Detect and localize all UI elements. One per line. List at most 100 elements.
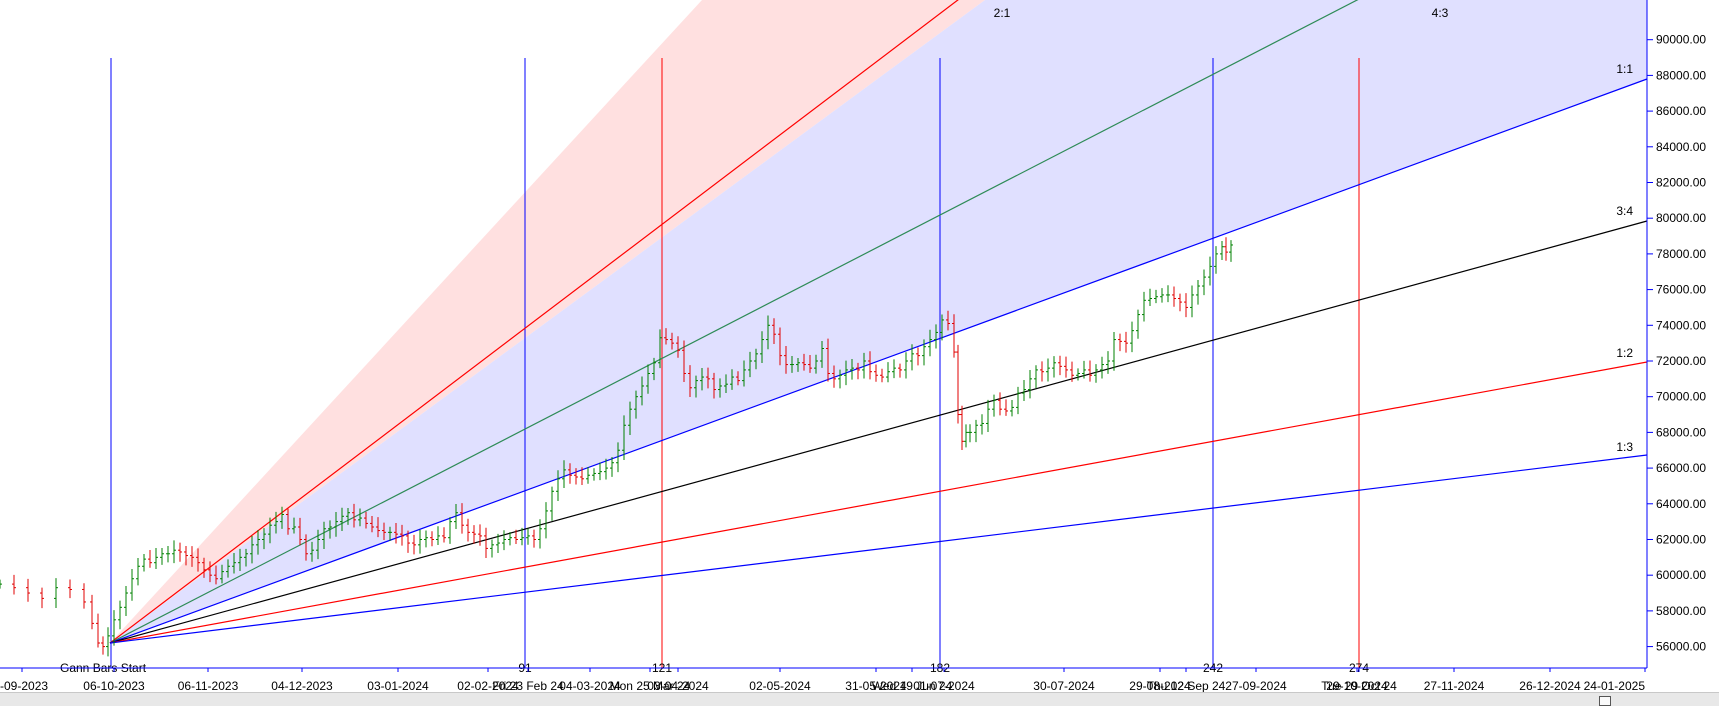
y-tick-label: 80000.00 bbox=[1656, 211, 1706, 225]
price-bar bbox=[1022, 379, 1026, 401]
fan-label: 3:4 bbox=[1616, 204, 1633, 218]
price-bar bbox=[184, 545, 188, 566]
price-bar bbox=[730, 369, 734, 390]
fan-line bbox=[109, 361, 1648, 644]
price-bar bbox=[244, 548, 248, 567]
price-bar bbox=[922, 339, 926, 366]
price-bar bbox=[1196, 280, 1200, 305]
price-bar bbox=[1028, 369, 1032, 399]
price-bar bbox=[304, 534, 308, 561]
price-bar bbox=[1088, 360, 1092, 382]
price-bar bbox=[1136, 309, 1140, 339]
price-bar bbox=[286, 508, 290, 535]
price-bar bbox=[974, 419, 978, 443]
y-tick-label: 56000.00 bbox=[1656, 640, 1706, 654]
price-bar bbox=[106, 627, 110, 657]
price-bar bbox=[946, 310, 950, 331]
price-bar bbox=[544, 502, 548, 539]
x-tick-label: 04-03-2024 bbox=[559, 679, 621, 693]
price-bar bbox=[370, 515, 374, 533]
price-bar bbox=[232, 552, 236, 574]
price-bar bbox=[310, 541, 314, 562]
x-tick-label: Fri 23 Feb 24 bbox=[492, 679, 564, 693]
fan-fill-middle bbox=[110, 0, 1647, 643]
price-bar bbox=[142, 553, 146, 572]
fan-line bbox=[109, 0, 1359, 644]
y-tick-label: 66000.00 bbox=[1656, 461, 1706, 475]
x-tick-label: 31-05-2024 bbox=[845, 679, 907, 693]
price-bar bbox=[220, 564, 224, 584]
price-bar bbox=[514, 529, 518, 545]
price-bar bbox=[1229, 240, 1233, 262]
price-bar bbox=[436, 526, 440, 545]
x-tick-label: Tue 29 Oct 24 bbox=[1321, 679, 1397, 693]
price-bar bbox=[940, 314, 944, 341]
price-bar bbox=[364, 511, 368, 529]
price-bar bbox=[1148, 288, 1152, 306]
x-tick-label: 27-11-2024 bbox=[1424, 679, 1485, 693]
price-bar bbox=[202, 557, 206, 578]
y-tick-label: 86000.00 bbox=[1656, 104, 1706, 118]
price-bar bbox=[101, 636, 105, 655]
y-tick-label: 62000.00 bbox=[1656, 532, 1706, 546]
fan-line bbox=[109, 454, 1648, 644]
price-bar bbox=[814, 354, 818, 374]
price-bar bbox=[1070, 361, 1074, 382]
price-bar bbox=[1100, 356, 1104, 379]
price-bar bbox=[880, 368, 884, 383]
price-bar bbox=[388, 526, 392, 542]
price-bar bbox=[154, 547, 158, 570]
horizontal-scrollbar[interactable] bbox=[0, 692, 1719, 706]
price-bar bbox=[754, 348, 758, 370]
x-tick-label: 03-01-2024 bbox=[367, 679, 429, 693]
price-bar bbox=[68, 579, 72, 599]
price-bar bbox=[190, 546, 194, 567]
y-tick-label: 72000.00 bbox=[1656, 354, 1706, 368]
price-bar bbox=[980, 414, 984, 435]
price-bar bbox=[658, 329, 662, 369]
price-bar bbox=[1124, 331, 1128, 353]
price-bar bbox=[802, 353, 806, 371]
price-bar bbox=[172, 540, 176, 564]
price-bar bbox=[268, 517, 272, 544]
price-bar bbox=[214, 565, 218, 585]
price-bar bbox=[532, 529, 536, 548]
x-tick-label: 04-12-2023 bbox=[271, 679, 333, 693]
price-bar bbox=[992, 394, 996, 417]
price-bar bbox=[1142, 291, 1146, 322]
fan-line bbox=[109, 220, 1648, 644]
price-bar bbox=[394, 523, 398, 544]
price-bar bbox=[160, 547, 164, 565]
price-bar bbox=[96, 613, 100, 648]
fan-label: 1:3 bbox=[1616, 440, 1633, 454]
price-bar bbox=[1172, 286, 1176, 307]
fan-label: 1:2 bbox=[1616, 346, 1633, 360]
price-bar bbox=[838, 369, 842, 389]
price-bar bbox=[1166, 285, 1170, 303]
price-bar bbox=[1184, 293, 1188, 318]
price-bar bbox=[778, 327, 782, 366]
price-bar bbox=[960, 405, 964, 450]
price-bar bbox=[904, 352, 908, 379]
price-bar bbox=[508, 532, 512, 546]
price-bar bbox=[634, 390, 638, 419]
price-bar bbox=[472, 525, 476, 544]
price-bar bbox=[898, 363, 902, 378]
price-bar bbox=[148, 550, 152, 568]
price-bar bbox=[406, 530, 410, 553]
price-bar bbox=[328, 520, 332, 539]
price-bar bbox=[844, 360, 848, 386]
price-bar bbox=[586, 466, 590, 484]
price-bar bbox=[556, 470, 560, 501]
price-bar bbox=[1224, 237, 1228, 261]
price-bar bbox=[346, 508, 350, 525]
price-bar bbox=[928, 329, 932, 357]
y-tick-label: 60000.00 bbox=[1656, 568, 1706, 582]
x-tick-label: 29-08-2024 bbox=[1129, 679, 1191, 693]
price-bar bbox=[610, 456, 614, 477]
price-bar bbox=[808, 355, 812, 373]
price-bar bbox=[466, 518, 470, 542]
price-bar bbox=[664, 328, 668, 345]
